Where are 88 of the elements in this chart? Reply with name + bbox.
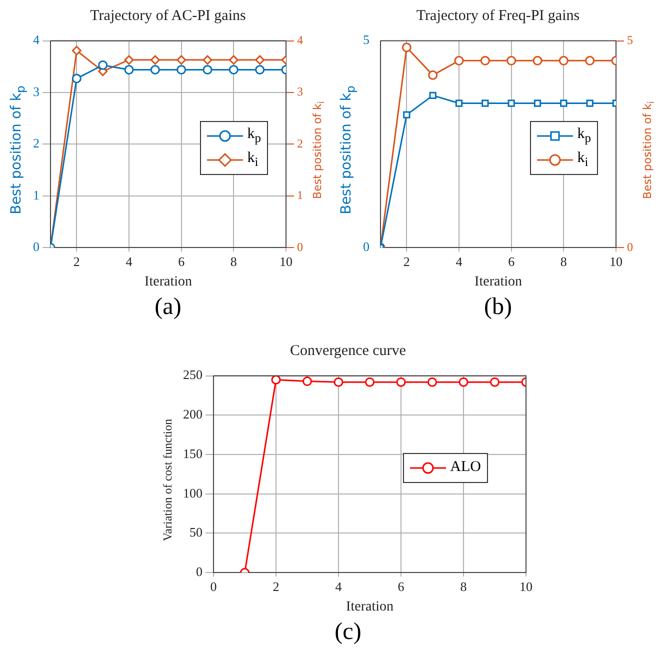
point [255, 55, 265, 65]
point [455, 100, 463, 107]
y-tick-label: 200 [183, 406, 202, 422]
x-tick-label: 2 [272, 578, 280, 594]
x-tick-label: 8 [560, 254, 567, 269]
x-tick-label: 8 [460, 578, 467, 594]
legend-label: k$_{p}$ [577, 126, 591, 146]
legend-label: ALO [450, 459, 481, 476]
point [586, 100, 594, 107]
x-tick-label: 10 [280, 254, 292, 269]
point [585, 56, 595, 66]
y-tick-label: 0 [33, 239, 40, 254]
x-tick-label: 6 [508, 254, 516, 269]
point [150, 65, 160, 74]
point [429, 92, 436, 99]
y2-tick-label: 3 [297, 84, 303, 99]
y-tick-label: 0 [196, 564, 202, 580]
point [454, 56, 464, 66]
point [271, 376, 281, 384]
point [560, 100, 568, 107]
legend-label: k$_{i}$ [577, 150, 588, 170]
point [534, 100, 542, 107]
point [428, 70, 438, 80]
y-axis-title: Variation of cost function [160, 418, 176, 542]
y-tick-label: 150 [183, 446, 202, 461]
y-tick-label: 1 [33, 187, 40, 202]
point [255, 65, 265, 74]
y2-tick-label: 1 [297, 188, 303, 202]
point [458, 377, 468, 387]
point [480, 56, 490, 66]
point [202, 55, 212, 65]
y-tick-label: 50 [190, 524, 202, 540]
y-tick-label: 100 [183, 485, 202, 500]
point [396, 377, 406, 387]
y2-tick-label: 4 [297, 32, 303, 47]
chart-title: Trajectory of Freq-PI gains [415, 8, 581, 26]
point [532, 56, 542, 66]
chart-title: Trajectory of AC-PI gains [89, 8, 247, 26]
x-axis-title: Iteration [144, 274, 192, 290]
point [228, 55, 238, 65]
point [176, 55, 186, 65]
x-tick-label: 6 [178, 254, 186, 269]
legend-label: k$_{i}$ [247, 150, 258, 170]
y2-tick-label: 0 [297, 240, 303, 254]
y-tick-label: 250 [183, 367, 202, 382]
x-tick-label: 2 [73, 254, 80, 269]
text: (c) [334, 619, 362, 646]
chart-title: Convergence curve [289, 343, 407, 361]
x-tick-label: 4 [126, 254, 133, 269]
x-tick-label: 2 [403, 254, 410, 269]
point [428, 377, 437, 387]
x-tick-label: 10 [610, 254, 622, 269]
x-tick-label: 8 [230, 254, 237, 269]
point [124, 65, 134, 74]
x-tick-label: 6 [398, 578, 405, 594]
point [482, 100, 489, 107]
x-tick-label: 4 [456, 254, 463, 269]
point [72, 46, 82, 56]
point [72, 74, 82, 84]
x-axis-title: Iteration [474, 274, 522, 290]
text: (a) [154, 294, 182, 321]
point [558, 56, 568, 66]
point [202, 65, 212, 74]
y2-tick-label: 2 [297, 136, 303, 150]
point [302, 376, 312, 386]
point [490, 377, 500, 387]
point [365, 377, 374, 387]
x-tick-label: 0 [210, 578, 217, 594]
x-axis-title: Iteration [346, 599, 394, 614]
point [228, 65, 238, 74]
y2-tick-label: 5 [627, 32, 633, 47]
y-tick-label: 3 [33, 84, 40, 99]
point [508, 100, 515, 107]
text: (b) [483, 294, 513, 321]
y2-tick-label: 0 [627, 240, 633, 254]
point [150, 55, 160, 65]
point [506, 56, 516, 66]
point [124, 55, 134, 65]
point [176, 65, 186, 74]
point [98, 60, 108, 70]
point [334, 377, 344, 387]
point [403, 111, 410, 118]
point [402, 42, 412, 52]
y-tick-label: 2 [33, 136, 40, 151]
x-tick-label: 4 [335, 578, 342, 594]
x-tick-label: 10 [520, 578, 532, 594]
legend-label: k$_{p}$ [247, 126, 261, 146]
y-tick-label: 4 [33, 32, 40, 48]
